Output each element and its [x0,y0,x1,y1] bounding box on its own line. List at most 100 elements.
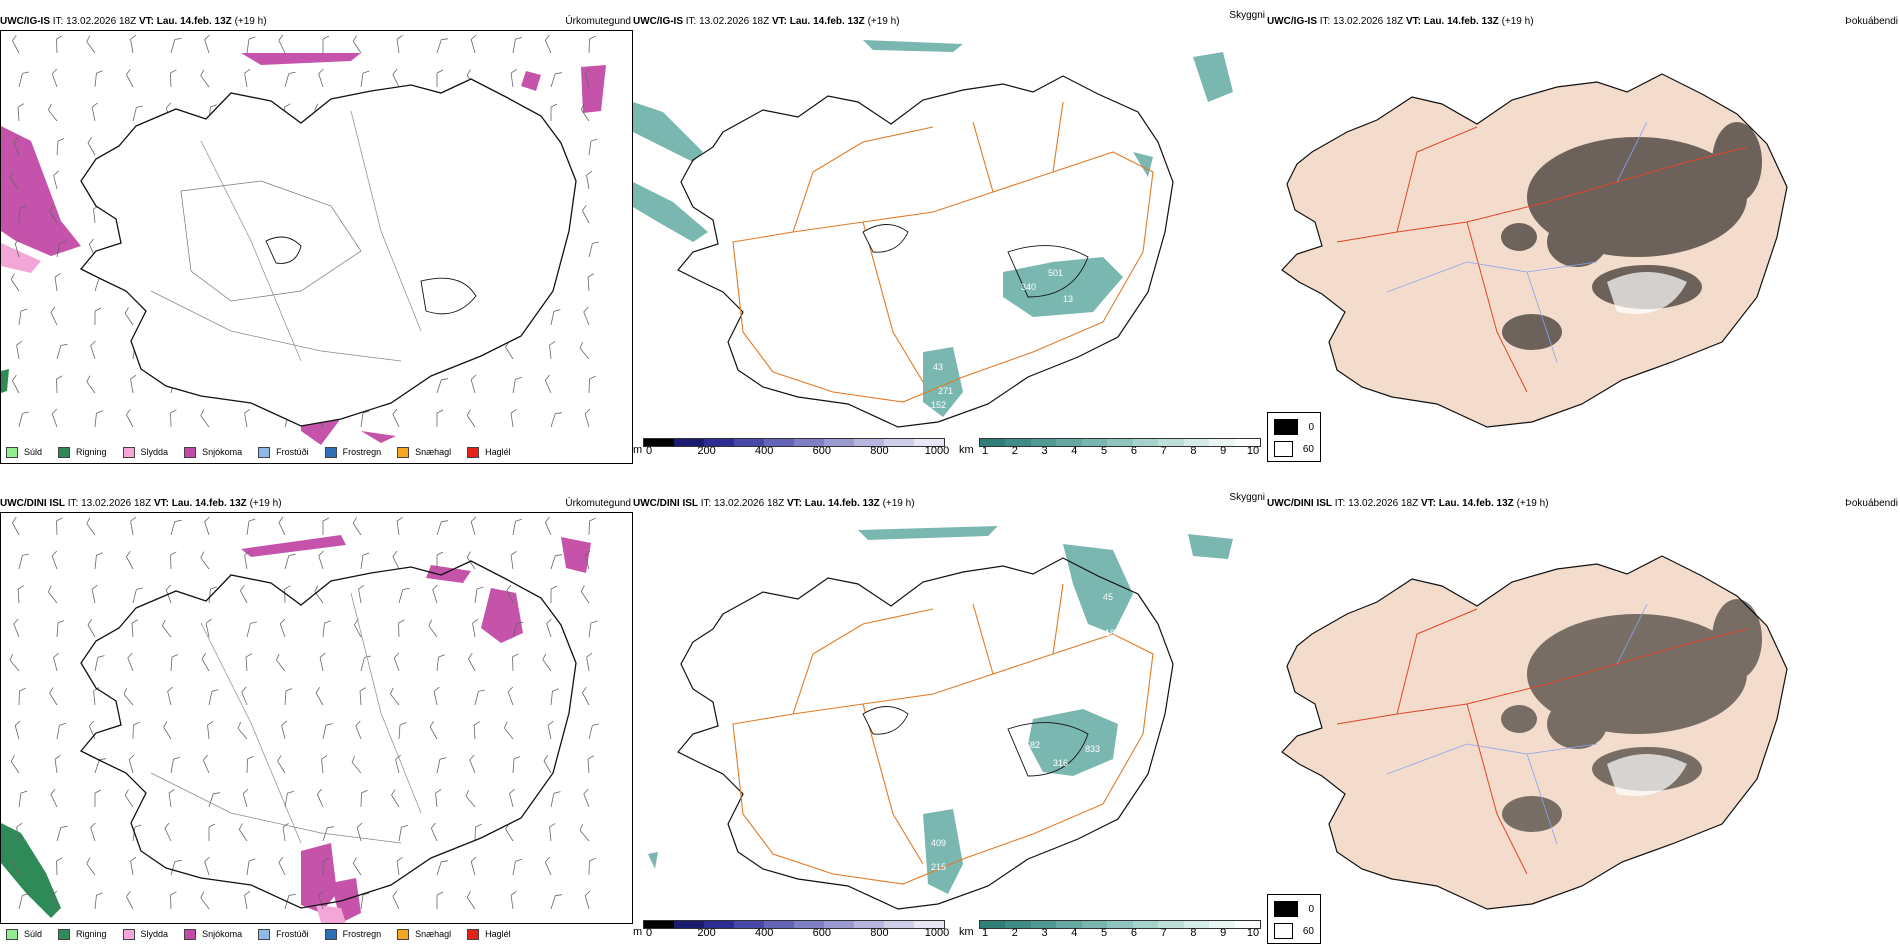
wind-barb [390,687,400,706]
wind-barb [91,102,98,122]
visibility-scale-segment [1132,439,1159,446]
wind-barb [204,34,210,54]
height-scale-tick-label: 200 [697,927,716,939]
wind-barb [510,551,517,570]
cloud-height-label: 582 [1025,740,1040,750]
it-label: IT: [1334,498,1346,509]
legend-item: Slydda [122,446,168,458]
it-value: 13.02.2026 18Z [699,16,770,27]
legend-label: Snæhagl [415,929,452,939]
vt-value: Lau. 14.feb. 13Z [789,16,865,27]
wind-barb [549,823,556,842]
visibility-scale-segment [1081,921,1108,928]
wind-barb [12,374,20,394]
visibility-scale-tick-label: 6 [1130,445,1137,457]
height-scale-segment [794,439,824,446]
height-scale-segment [674,921,704,928]
wind-barb [588,723,600,740]
wind-barb [90,340,96,360]
fog-key-label: 60 [1302,925,1314,937]
wind-barb [319,652,326,672]
wind-barb [588,620,598,638]
wind-barb [391,789,400,808]
fog-map-frame [1267,32,1900,432]
wind-barb [436,551,444,569]
cloud-height-label: 17 [881,236,891,246]
wind-barb [277,755,286,774]
wind-barb [56,35,63,54]
wind-barb [352,857,362,876]
legend-swatch [467,446,480,458]
model-name: UWC/IG-IS [1267,16,1317,27]
wind-barb [51,890,58,910]
wind-barb [244,890,251,910]
wind-barb [583,306,590,326]
wind-barb [14,238,21,258]
height-scale-tick-label: 400 [755,445,774,457]
wind-barb [56,375,63,394]
height-scale-segment [674,439,704,446]
wind-barb [170,891,177,910]
wind-barb [132,721,140,740]
legend-item: Rigning [58,928,107,940]
wind-barb [396,517,403,536]
wind-barb [392,890,400,910]
visibility-scale-tick-label: 4 [1071,927,1078,939]
wind-barb [170,519,182,536]
visibility-scale-segment [1234,439,1260,446]
cloud-map-frame: 501 340 43 271 152 17 13 [633,32,1267,432]
cloud-map: 582 833 409 215 147 45 18 316 70 [648,526,1233,910]
fog-key-label: 60 [1302,443,1314,455]
precip-map [1,31,632,463]
wind-barb [86,35,96,54]
wind-barb [18,411,30,428]
cloud-height-label: 45 [1103,592,1113,602]
fog-key-row: 0 [1274,419,1314,435]
wind-barb [472,618,479,638]
height-scale-segment [704,439,734,446]
height-scale-segment [824,439,854,446]
wind-barb [201,653,210,672]
wind-barb [544,34,552,54]
wind-barb [56,722,66,740]
snow-areas [241,535,591,923]
wind-barb [550,554,563,570]
wind-barb [352,517,362,536]
legend-swatch [258,446,271,458]
wind-barb [12,34,20,54]
height-scale-tick-label: 0 [645,445,653,457]
wind-barb [127,652,134,672]
wind-barb [202,754,210,774]
wind-barb [93,687,100,706]
wind-barb [550,72,563,88]
model-name: UWC/DINI ISL [633,498,698,509]
model-name: UWC/IG-IS [0,16,50,27]
visibility-scale-tick-label: 3 [1041,445,1048,457]
wind-barb [14,720,21,740]
visibility-scale-segment [1030,439,1057,446]
lead-time: (+19 h) [234,16,267,27]
wind-barb [429,721,438,740]
height-scale-tick-label: 0 [645,927,653,939]
legend-item: Frostúði [258,446,309,458]
visibility-scale-tick-label: 10 [1246,445,1260,457]
wind-barb [132,824,142,842]
road-network [732,101,1154,403]
wind-barb [49,205,58,224]
visibility-scale-segment [1158,921,1184,928]
visibility-scale-tick-label: 5 [1101,445,1108,457]
vt-value: Lau. 14.feb. 13Z [804,498,880,509]
visibility-scale-tick-label: 7 [1160,927,1167,939]
vt-label: VT: [771,16,787,27]
wind-barb [240,584,248,604]
wind-barb [322,723,333,740]
wind-barb [356,822,363,842]
wind-barb [583,788,590,808]
visibility-scale-segment [1158,439,1184,446]
wind-barb [90,822,96,842]
wind-barb [94,892,103,910]
wind-barb [512,376,522,394]
wind-barb [94,789,102,807]
wind-barb [170,37,182,54]
height-scale-tick-label: 1000 [924,927,950,939]
